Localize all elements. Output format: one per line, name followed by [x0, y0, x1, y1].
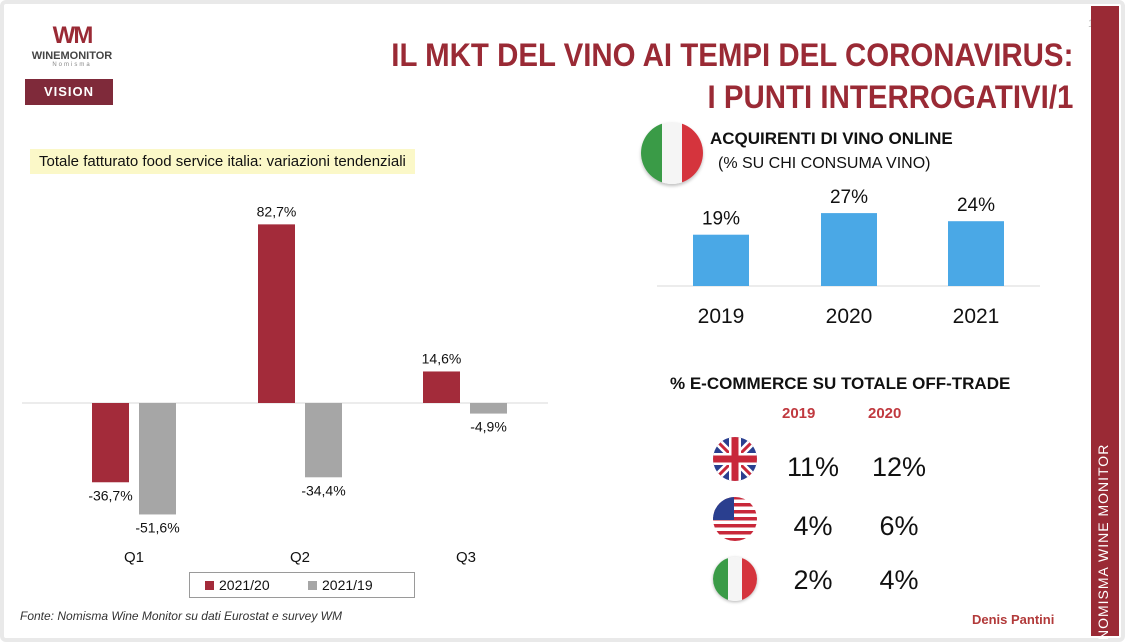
- ecommerce-it-2019: 2%: [793, 565, 833, 595]
- data-label-q3-2021-20: 14,6%: [422, 350, 462, 366]
- online-buyers-chart: 19% 2019 27% 2020 24% 2021: [657, 187, 1040, 328]
- wm-logo-mark: WM: [52, 22, 94, 49]
- bar-q1-2021-19: [139, 403, 176, 515]
- ecommerce-year-2020: 2020: [868, 405, 902, 422]
- online-tick-label-2021: 2021: [953, 305, 1000, 328]
- vision-badge: VISION 20/30: [25, 79, 113, 125]
- online-buyers-title: ACQUIRENTI DI VINO ONLINE: [710, 129, 953, 148]
- data-label-q2-2021-19: -34,4%: [301, 482, 345, 498]
- data-label-q1-2021-20: -36,7%: [88, 487, 132, 503]
- online-bar-2020: [821, 213, 877, 286]
- ecommerce-us-2020: 6%: [879, 511, 919, 541]
- author-name: Denis Pantini: [972, 612, 1055, 627]
- italy-flag-icon: [713, 557, 757, 601]
- data-label-q3-2021-19: -4,9%: [470, 419, 507, 435]
- bar-q2-2021-20: [258, 224, 295, 403]
- chart-legend: 2021/20 2021/19: [189, 572, 415, 598]
- online-tick-label-2020: 2020: [826, 305, 873, 328]
- ecommerce-us-2019: 4%: [793, 511, 833, 541]
- uk-flag-icon: [713, 437, 757, 481]
- online-bar-2021: [948, 221, 1004, 286]
- winemonitor-logo: WM WINEMONITOR Nomisma: [22, 22, 122, 69]
- foodservice-chart-title: Totale fatturato food service italia: va…: [30, 149, 415, 174]
- data-label-q2-2021-20: 82,7%: [257, 203, 297, 219]
- online-data-label-2021: 24%: [957, 195, 995, 216]
- bar-q3-2021-19: [470, 403, 507, 414]
- ecommerce-uk-2019: 11%: [786, 452, 840, 482]
- logo-brand: WINEMONITOR: [31, 50, 113, 62]
- tick-label-q2: Q2: [290, 549, 310, 566]
- title-line-1: IL MKT DEL VINO AI TEMPI DEL CORONAVIRUS…: [390, 37, 1073, 73]
- italy-flag-icon: [641, 122, 703, 184]
- online-bar-2019: [693, 234, 749, 286]
- us-flag-icon: [713, 497, 757, 541]
- bar-q3-2021-20: [423, 371, 460, 403]
- online-data-label-2019: 19%: [702, 209, 740, 230]
- legend-label-2021-20: 2021/20: [219, 577, 270, 593]
- online-data-label-2020: 27%: [830, 187, 868, 208]
- ecommerce-title: % E-COMMERCE SU TOTALE OFF-TRADE: [670, 374, 1011, 393]
- legend-swatch-2021-19: [308, 581, 317, 590]
- legend-label-2021-19: 2021/19: [322, 577, 373, 593]
- ecommerce-it-2020: 4%: [879, 565, 919, 595]
- legend-swatch-2021-20: [205, 581, 214, 590]
- online-buyers-subtitle: (% SU CHI CONSUMA VINO): [718, 155, 931, 172]
- page-title: IL MKT DEL VINO AI TEMPI DEL CORONAVIRUS…: [391, 34, 1073, 118]
- ecommerce-year-2019: 2019: [782, 405, 816, 422]
- tick-label-q3: Q3: [456, 549, 476, 566]
- data-label-q1-2021-19: -51,6%: [135, 519, 179, 535]
- source-footnote: Fonte: Nomisma Wine Monitor su dati Euro…: [20, 609, 342, 623]
- bar-q2-2021-19: [305, 403, 342, 478]
- foodservice-chart: -36,7%-51,6% Q1 82,7% -34,4% Q2 14,6% -4,9% Q3: [22, 203, 548, 566]
- logo-sub: Nomisma: [52, 62, 92, 68]
- online-tick-label-2019: 2019: [698, 305, 745, 328]
- tick-label-q1: Q1: [124, 549, 144, 566]
- bar-q1-2021-20: [92, 403, 129, 483]
- title-line-2: I PUNTI INTERROGATIVI/1: [707, 79, 1073, 115]
- ecommerce-uk-2020: 12%: [871, 452, 927, 482]
- sidebar-band: [1091, 6, 1119, 636]
